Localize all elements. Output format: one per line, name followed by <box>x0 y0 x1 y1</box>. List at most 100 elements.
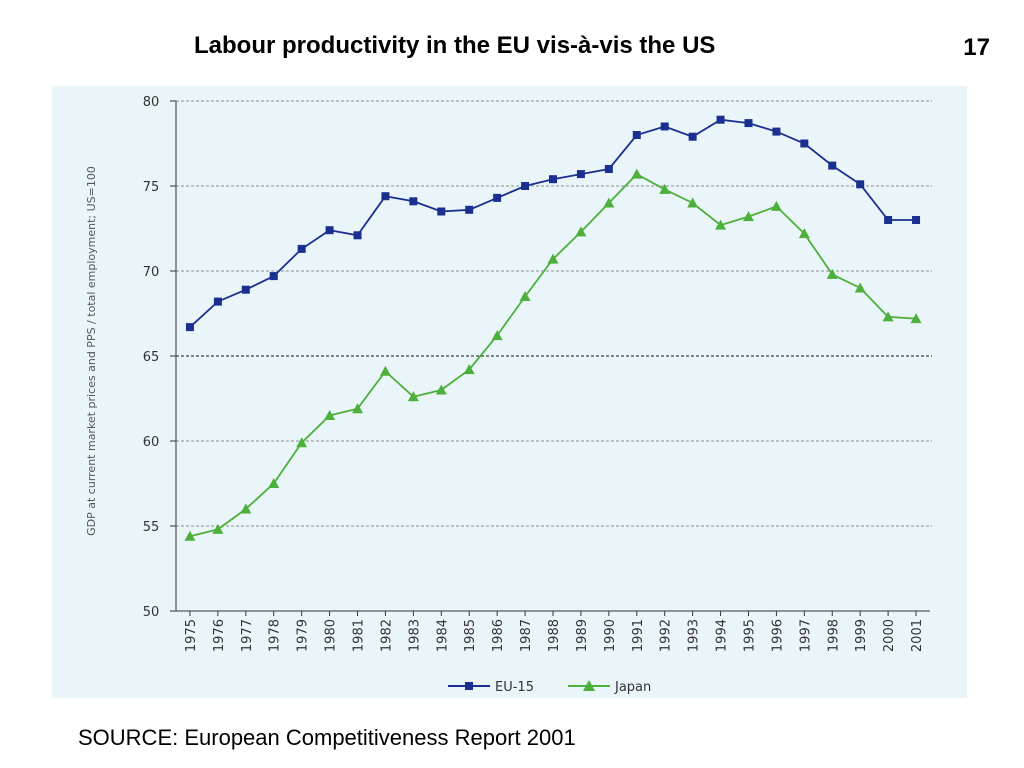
axes: 50 55 60 65 70 75 80 1975 1976 1977 1978 1979 1980 19… <box>143 95 930 652</box>
data-point <box>325 226 334 235</box>
x-tick-label: 1981 <box>352 619 367 652</box>
data-point <box>213 297 222 306</box>
data-point <box>241 285 250 294</box>
x-tick-label: 1997 <box>798 619 813 652</box>
y-tick-label: 60 <box>143 435 160 450</box>
x-tick-label: 1982 <box>379 619 394 652</box>
line-chart: 50 55 60 65 70 75 80 1975 1976 1977 1978 1979 1980 19… <box>85 95 932 695</box>
y-tick-label: 50 <box>143 605 160 620</box>
series-line <box>189 172 917 538</box>
data-point <box>519 291 531 301</box>
data-point <box>659 183 671 194</box>
data-point <box>770 200 782 211</box>
data-point <box>604 165 613 173</box>
x-tick-label: 1995 <box>742 619 757 652</box>
x-tick-label: 1978 <box>268 619 283 652</box>
data-point <box>409 197 418 206</box>
data-point <box>463 364 475 375</box>
data-point <box>184 530 196 541</box>
data-point <box>269 272 278 281</box>
data-point <box>379 365 391 376</box>
data-point <box>854 282 866 293</box>
data-point <box>324 410 336 420</box>
data-point <box>268 478 280 488</box>
legend-label: EU-15 <box>495 680 534 695</box>
data-point <box>352 403 364 414</box>
x-tick-label: 1989 <box>575 619 590 652</box>
series-line <box>189 118 916 328</box>
x-tick-label: 1992 <box>659 619 674 652</box>
data-point <box>744 119 753 128</box>
x-tick-label: 1977 <box>240 619 255 652</box>
x-tick-label: 1979 <box>296 619 311 652</box>
x-tick-label: 1984 <box>435 619 450 652</box>
data-point <box>800 139 809 148</box>
data-point <box>631 168 643 179</box>
y-tick-label: 80 <box>143 95 160 110</box>
slide-number: 17 <box>963 34 990 61</box>
x-tick-label: 1996 <box>770 619 785 652</box>
data-point <box>687 197 699 208</box>
x-tick-label: 1998 <box>826 619 841 652</box>
x-tick-label: 1988 <box>547 619 562 652</box>
data-point <box>240 503 252 514</box>
data-point <box>549 175 557 184</box>
data-point <box>716 115 725 124</box>
x-tick-label: 1985 <box>463 619 478 652</box>
x-tick-label: 1986 <box>491 619 506 652</box>
data-point <box>632 131 641 139</box>
x-tick-label: 1991 <box>631 619 646 652</box>
y-tick-label: 70 <box>143 265 160 280</box>
data-point <box>297 244 306 253</box>
x-tick-label: 1980 <box>324 619 339 652</box>
x-tick-label: 1993 <box>687 619 702 652</box>
y-axis-label: GDP at current market prices and PPS / t… <box>85 166 98 536</box>
data-point <box>185 323 194 332</box>
x-tick-label: 1983 <box>407 619 422 652</box>
data-point <box>212 523 224 534</box>
x-tick-label: 1987 <box>519 619 534 652</box>
legend-marker <box>583 680 595 691</box>
x-tick-label: 1976 <box>212 619 227 652</box>
x-tick-label: 1999 <box>854 619 869 652</box>
legend-label: Japan <box>614 680 651 695</box>
data-point <box>828 161 837 170</box>
x-tick-label: 1975 <box>184 619 199 652</box>
data-point <box>465 205 474 214</box>
x-tick-label: 1990 <box>603 619 618 652</box>
data-point <box>856 180 865 189</box>
data-point <box>688 132 697 141</box>
y-tick-label: 65 <box>143 350 160 365</box>
legend-marker <box>465 682 473 690</box>
data-point <box>884 216 893 224</box>
data-point <box>353 231 362 240</box>
y-tick-label: 75 <box>143 180 160 195</box>
legend: EU-15 Japan <box>448 680 651 695</box>
data-point <box>435 384 447 395</box>
data-point <box>521 182 530 190</box>
x-tick-label: 2000 <box>882 619 897 652</box>
slide-title: Labour productivity in the EU vis-à-vis … <box>194 32 716 59</box>
source-note: SOURCE: European Competitiveness Report … <box>78 725 576 750</box>
data-point <box>493 193 502 202</box>
data-point <box>798 228 810 239</box>
data-point <box>882 311 894 322</box>
data-point <box>912 216 921 224</box>
data-point <box>437 207 446 216</box>
chart-panel: 50 55 60 65 70 75 80 1975 1976 1977 1978 1979 1980 19… <box>52 86 967 698</box>
data-point <box>715 219 727 230</box>
x-tick-label: 2001 <box>910 619 925 652</box>
data-point <box>603 197 615 208</box>
data-point <box>296 437 308 448</box>
data-point <box>576 170 585 179</box>
data-point <box>381 192 390 201</box>
data-point <box>742 211 754 222</box>
data-point <box>407 391 419 402</box>
data-point <box>826 268 838 279</box>
data-series <box>184 115 922 541</box>
x-tick-label: 1994 <box>715 619 730 652</box>
data-point <box>772 127 781 136</box>
data-point <box>575 226 587 237</box>
y-tick-label: 55 <box>143 520 160 535</box>
gridlines <box>176 100 932 527</box>
